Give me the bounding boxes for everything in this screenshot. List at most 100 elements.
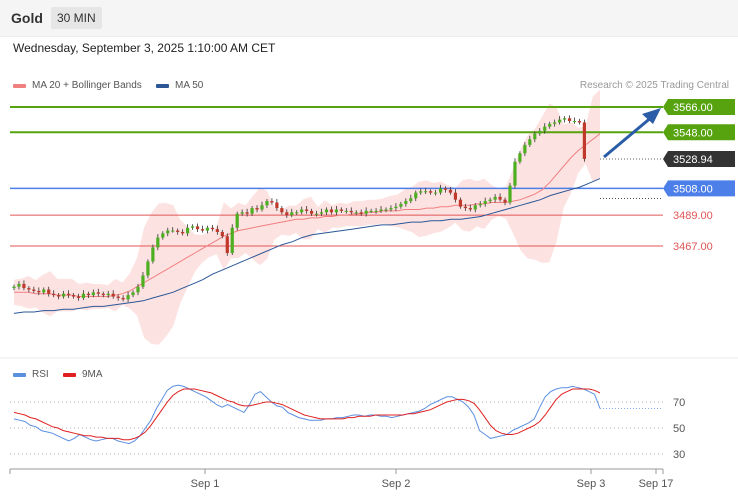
bollinger-bands (14, 89, 600, 345)
candle (453, 189, 458, 203)
candle (374, 208, 378, 214)
candle (66, 290, 71, 298)
candle (419, 188, 423, 195)
candle (111, 290, 115, 299)
candle (57, 293, 61, 300)
candle (324, 207, 329, 216)
candle (62, 290, 66, 299)
candle (12, 284, 16, 291)
candle (448, 187, 453, 195)
candle (151, 244, 155, 264)
level-label: 3566.00 (673, 102, 713, 114)
candle (577, 118, 582, 125)
candle (572, 117, 577, 124)
candle (468, 204, 472, 212)
candle (96, 288, 100, 297)
candle (290, 208, 294, 218)
candle (71, 293, 76, 299)
candle (220, 229, 224, 239)
candle (22, 280, 26, 291)
legend-ma20-label: MA 20 + Bollinger Bands (32, 80, 142, 91)
candle (473, 203, 477, 213)
level-label: 3528.94 (673, 154, 713, 166)
header-bar: Gold 30 MIN (0, 0, 738, 37)
x-tick-label: Sep 3 (577, 478, 606, 490)
legend-9ma-label: 9MA (82, 369, 103, 380)
candle (493, 194, 497, 203)
candle (409, 194, 413, 204)
candle (558, 116, 562, 125)
candle (414, 190, 418, 202)
candle (136, 283, 140, 296)
price-levels: 3566.00 3548.00 3528.94 3508.00 3489.00 3467.… (10, 99, 735, 253)
candle (379, 205, 383, 214)
candle (131, 290, 135, 298)
candle (37, 287, 41, 296)
candle (17, 281, 21, 290)
time-axis: Sep 1 Sep 2 Sep 3 Sep 17 (9, 468, 674, 490)
legend-ma50: MA 50 (156, 80, 203, 91)
candle (181, 229, 185, 236)
rsi-swatch (13, 372, 26, 377)
candle (548, 121, 552, 129)
level-label: 3508.00 (673, 183, 713, 195)
candle (399, 201, 403, 209)
candle (498, 193, 502, 202)
candle (275, 198, 279, 211)
candle (508, 182, 512, 205)
rsi-tick-label: 30 (673, 449, 685, 461)
candle (250, 205, 254, 216)
candle (245, 208, 249, 217)
candle (533, 131, 537, 143)
candle (314, 210, 319, 217)
candle (225, 233, 229, 256)
candle (230, 224, 234, 256)
candle (116, 294, 120, 301)
legend-ma50-label: MA 50 (175, 80, 204, 91)
candle (305, 205, 309, 214)
legend-rsi: RSI (13, 369, 49, 380)
candle (528, 135, 532, 148)
bollinger-envelope (14, 89, 600, 345)
candle (438, 184, 443, 195)
candle (458, 197, 462, 209)
x-tick-label: Sep 17 (639, 478, 674, 490)
candle (429, 189, 433, 195)
candle (47, 286, 51, 297)
candle (478, 201, 482, 208)
candle (126, 291, 130, 303)
candle (518, 151, 522, 164)
candle (285, 209, 289, 218)
candle (329, 206, 334, 215)
x-tick-label: Sep 2 (382, 478, 411, 490)
candle (265, 198, 269, 209)
candle (141, 271, 145, 289)
candle (215, 225, 219, 235)
interval-selector[interactable]: 30 MIN (51, 7, 102, 29)
candle (300, 206, 304, 215)
level-label: 3548.00 (673, 127, 713, 139)
ma50-line (13, 178, 601, 314)
candle (553, 119, 557, 127)
candle (176, 228, 180, 235)
level-label: 3489.00 (673, 210, 713, 222)
x-tick-label: Sep 1 (191, 478, 220, 490)
candle (205, 225, 210, 234)
candle (27, 286, 31, 293)
candle (32, 286, 36, 294)
candle (310, 208, 314, 216)
level-tag (663, 180, 735, 197)
candle (394, 203, 398, 211)
candle (463, 203, 467, 211)
candle (582, 119, 586, 162)
candle (443, 186, 448, 193)
level-label: 3467.00 (673, 241, 713, 253)
legend-ma20: MA 20 + Bollinger Bands (13, 80, 142, 91)
candle (364, 207, 368, 217)
candle (434, 189, 438, 196)
candle (171, 227, 175, 233)
legend-rsi-label: RSI (32, 369, 49, 380)
candle (543, 123, 547, 134)
candle (295, 210, 299, 216)
